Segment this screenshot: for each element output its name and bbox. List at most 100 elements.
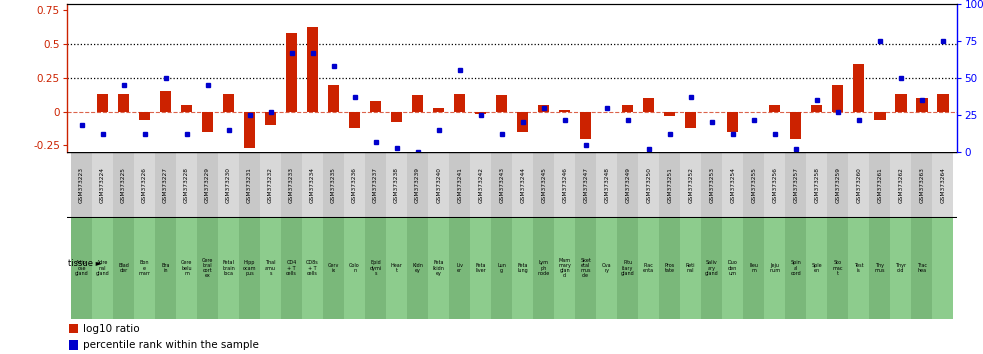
Text: Hear
t: Hear t (390, 263, 403, 273)
Bar (113, 218, 134, 319)
Text: GSM373251: GSM373251 (667, 167, 672, 203)
Bar (743, 152, 764, 218)
Bar (723, 218, 743, 319)
Text: Liv
er: Liv er (456, 263, 463, 273)
Text: GSM373234: GSM373234 (310, 167, 316, 203)
Text: GSM373264: GSM373264 (940, 167, 946, 203)
Bar (323, 152, 344, 218)
Text: GSM373253: GSM373253 (709, 167, 715, 203)
Bar (680, 152, 701, 218)
Bar (512, 218, 533, 319)
Bar (617, 218, 638, 319)
Bar (470, 152, 492, 218)
Text: Lym
ph
node: Lym ph node (538, 261, 549, 276)
Bar (790, 112, 801, 139)
Bar (365, 152, 386, 218)
Bar (874, 112, 886, 120)
Bar (832, 85, 843, 112)
Text: Adip
ose
gland: Adip ose gland (75, 261, 88, 276)
Bar (828, 152, 848, 218)
Text: GSM373250: GSM373250 (646, 167, 651, 203)
Bar (869, 152, 891, 218)
Bar (181, 105, 193, 112)
Bar (391, 112, 402, 122)
Bar (617, 152, 638, 218)
Bar (155, 152, 176, 218)
Text: Pitu
itary
gland: Pitu itary gland (621, 261, 635, 276)
Bar (134, 152, 155, 218)
Bar (492, 218, 512, 319)
Bar (197, 218, 218, 319)
Text: Blad
der: Blad der (118, 263, 129, 273)
Bar (723, 152, 743, 218)
Bar (932, 152, 954, 218)
Bar (323, 218, 344, 319)
Text: Cerv
ix: Cerv ix (328, 263, 339, 273)
Bar (302, 152, 323, 218)
Text: GSM373246: GSM373246 (562, 167, 567, 203)
Bar (92, 218, 113, 319)
Bar (806, 152, 828, 218)
Text: Sto
mac
t: Sto mac t (833, 261, 843, 276)
Text: GSM373260: GSM373260 (856, 167, 861, 203)
Bar (492, 152, 512, 218)
Text: GSM373233: GSM373233 (289, 167, 294, 203)
Bar (916, 98, 928, 112)
Bar (429, 218, 449, 319)
Bar (454, 94, 465, 112)
Bar (281, 218, 302, 319)
Bar (512, 152, 533, 218)
Text: Adre
nal
gland: Adre nal gland (95, 261, 109, 276)
Bar (743, 218, 764, 319)
Text: GSM373262: GSM373262 (898, 167, 903, 203)
Bar (853, 64, 864, 112)
Text: Thyr
oid: Thyr oid (896, 263, 906, 273)
Bar (470, 218, 492, 319)
Bar (580, 112, 592, 139)
Bar (92, 152, 113, 218)
Bar (660, 218, 680, 319)
Text: GSM373263: GSM373263 (919, 167, 924, 203)
Bar (680, 218, 701, 319)
Text: GSM373239: GSM373239 (415, 167, 420, 203)
Bar (370, 101, 381, 112)
Text: Cere
bral
cort
ex: Cere bral cort ex (202, 258, 213, 279)
Bar (344, 152, 365, 218)
Bar (495, 96, 507, 112)
Bar (139, 112, 150, 120)
Text: Bra
in: Bra in (161, 263, 170, 273)
Text: Cere
belu
m: Cere belu m (181, 261, 193, 276)
Bar (664, 112, 675, 116)
Text: Hipp
ocam
pus: Hipp ocam pus (243, 261, 257, 276)
Bar (218, 218, 239, 319)
Bar (622, 105, 633, 112)
Text: log10 ratio: log10 ratio (83, 324, 140, 333)
Bar (660, 152, 680, 218)
Bar (533, 152, 554, 218)
Bar (134, 218, 155, 319)
Text: GSM373229: GSM373229 (205, 167, 210, 203)
Bar (769, 105, 781, 112)
Bar (71, 152, 92, 218)
Bar (638, 218, 660, 319)
Text: GSM373249: GSM373249 (625, 167, 630, 203)
Text: Feta
liver: Feta liver (475, 263, 486, 273)
Text: GSM373236: GSM373236 (352, 167, 357, 203)
Text: GSM373232: GSM373232 (268, 167, 273, 203)
Bar (848, 218, 869, 319)
Bar (848, 152, 869, 218)
Text: GSM373230: GSM373230 (226, 167, 231, 203)
Bar (386, 218, 407, 319)
Text: Mam
mary
glan
d: Mam mary glan d (558, 258, 571, 279)
Bar (701, 218, 723, 319)
Text: Ova
ry: Ova ry (602, 263, 611, 273)
Text: GSM373247: GSM373247 (583, 167, 588, 203)
Bar (726, 112, 738, 132)
Bar (407, 152, 429, 218)
Text: Kidn
ey: Kidn ey (412, 263, 423, 273)
Text: GSM373224: GSM373224 (100, 167, 105, 203)
Text: tissue ►: tissue ► (68, 259, 102, 268)
Bar (538, 105, 549, 112)
Bar (113, 152, 134, 218)
Bar (433, 108, 444, 112)
